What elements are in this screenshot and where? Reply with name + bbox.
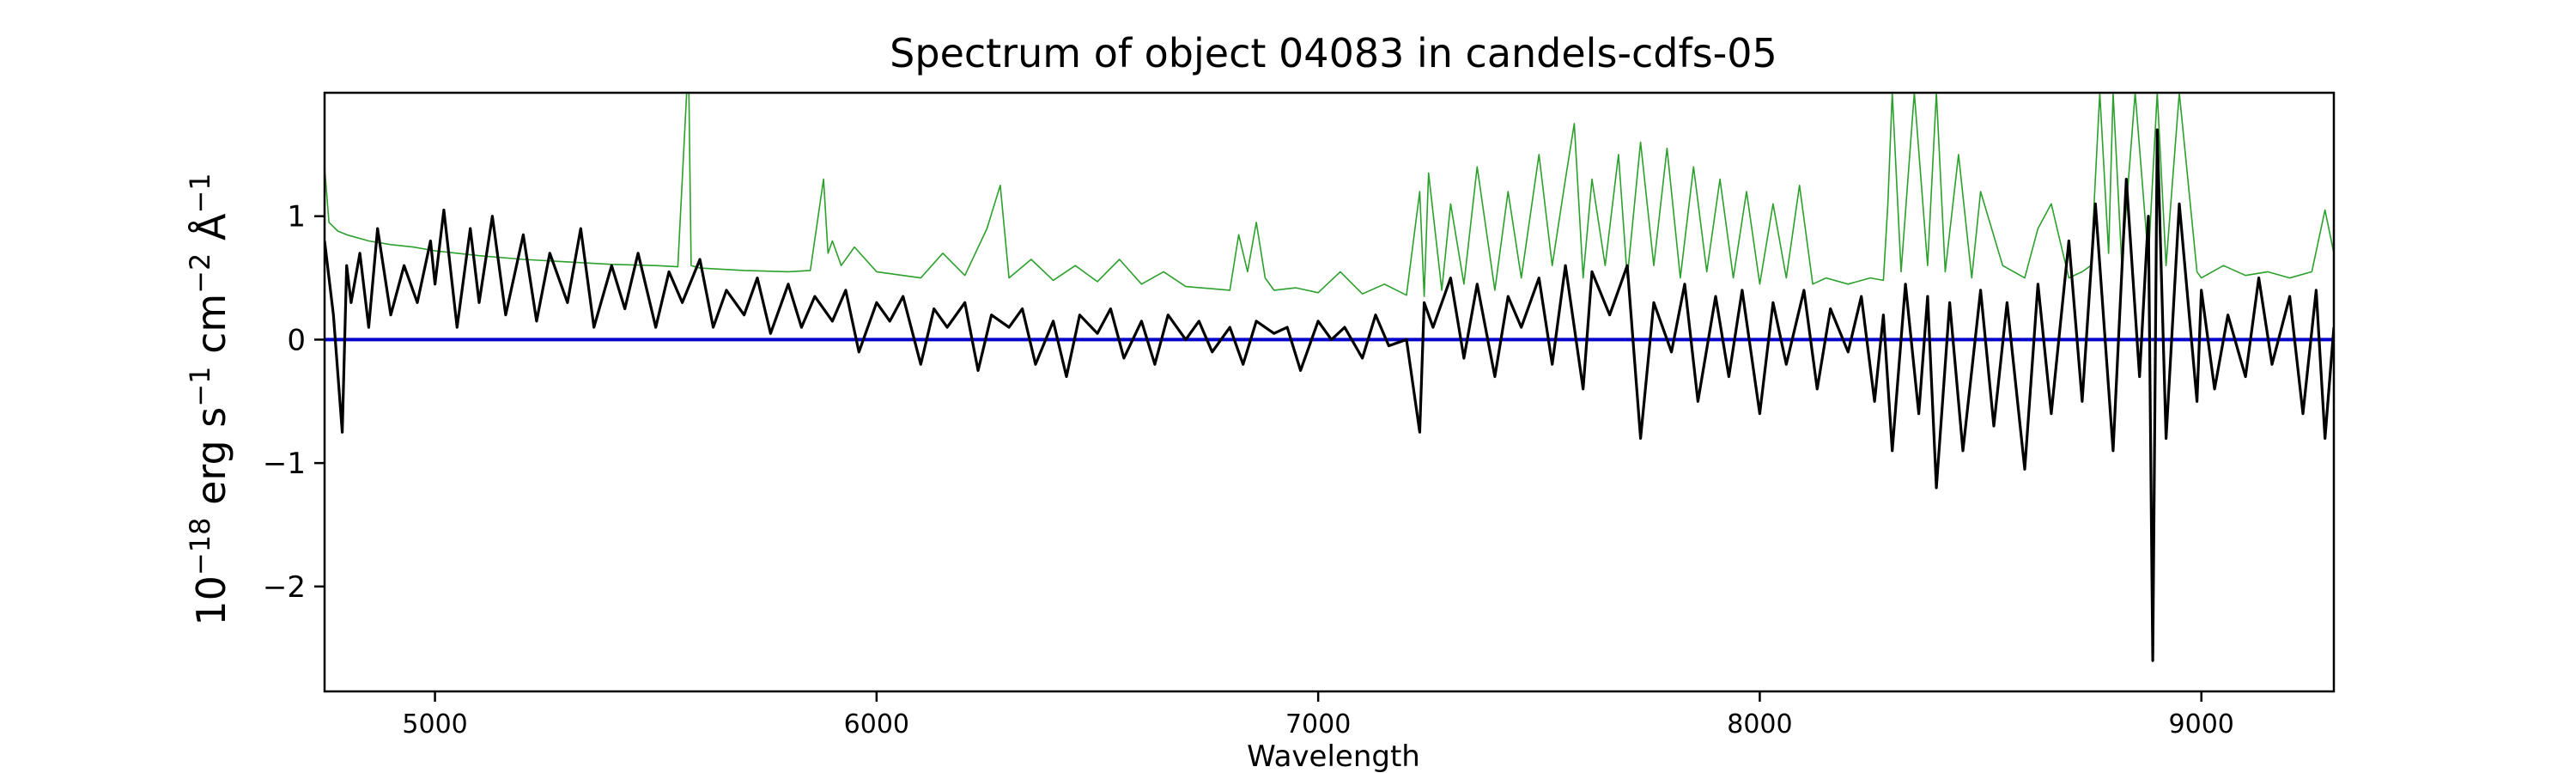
ylabel-base-exp: −18 xyxy=(184,518,216,576)
y-tick-label: −1 xyxy=(263,447,306,481)
chart-title: Spectrum of object 04083 in candels-cdfs… xyxy=(890,30,1777,76)
x-tick-label: 8000 xyxy=(1727,709,1792,740)
ylabel-cm: cm xyxy=(188,294,234,367)
x-axis-ticks: 5000 6000 7000 8000 9000 xyxy=(402,691,2234,740)
plot-area xyxy=(325,93,2334,662)
ylabel-ang: Å xyxy=(188,213,234,253)
y-axis-ticks: 1 0 −1 −2 xyxy=(263,200,325,605)
plot-frame xyxy=(323,91,2336,693)
y-tick-label: −2 xyxy=(263,570,306,605)
x-tick-label: 7000 xyxy=(1285,709,1351,740)
x-tick-label: 5000 xyxy=(402,709,467,740)
flux-spectrum-line xyxy=(325,128,2334,662)
error-spectrum-line xyxy=(325,93,2334,297)
x-tick-label: 6000 xyxy=(844,709,909,740)
svg-text:10−18 erg s−1 cm−2 Å−1: 10−18 erg s−1 cm−2 Å−1 xyxy=(184,173,234,625)
x-tick-label: 9000 xyxy=(2169,709,2234,740)
ylabel-erg: erg s xyxy=(188,407,234,518)
ylabel-ang-exp: −1 xyxy=(184,173,216,213)
y-tick-label: 1 xyxy=(287,200,306,234)
y-axis-label: 10−18 erg s−1 cm−2 Å−1 xyxy=(184,173,234,625)
ylabel-s-exp: −1 xyxy=(184,367,216,407)
y-tick-label: 0 xyxy=(287,323,306,357)
x-axis-label: Wavelength xyxy=(1247,740,1420,773)
ylabel-base: 10 xyxy=(188,575,234,626)
ylabel-cm-exp: −2 xyxy=(184,253,216,294)
